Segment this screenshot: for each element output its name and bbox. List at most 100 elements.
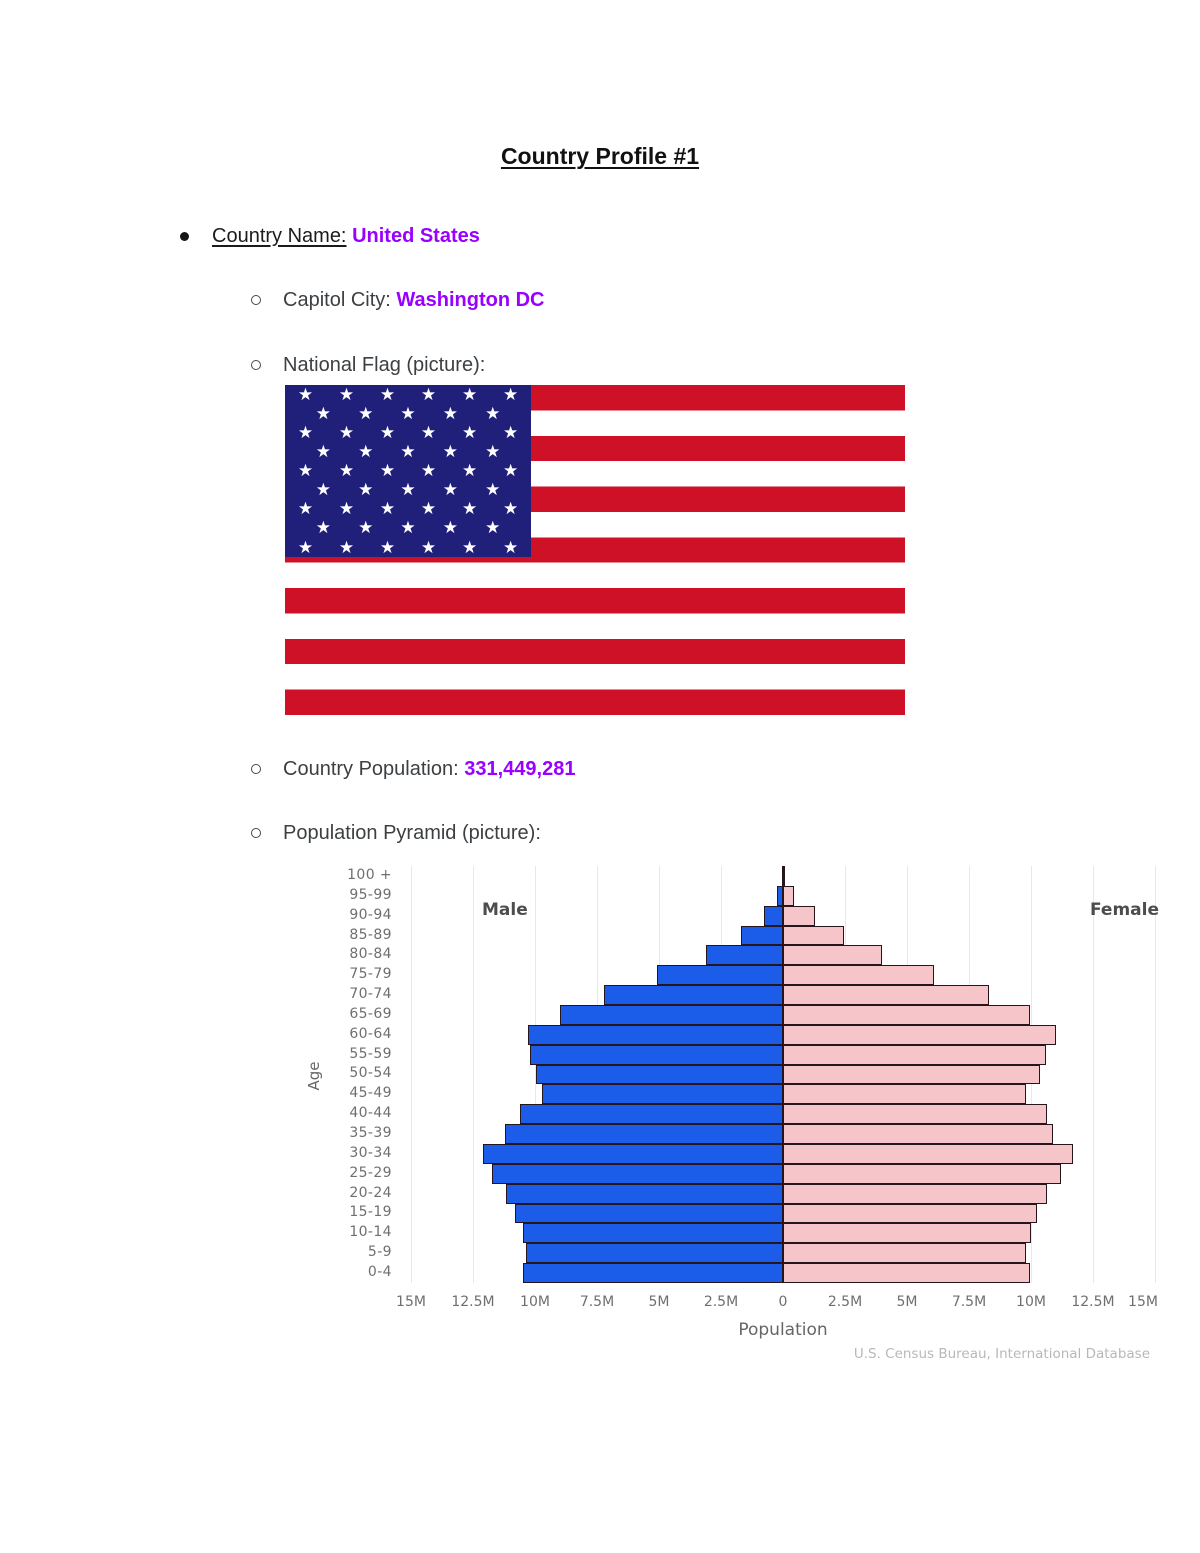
age-label: 55-59 — [349, 1045, 392, 1062]
star-row: ★ ★ ★ ★ ★ — [285, 442, 531, 461]
male-series-label: Male — [482, 900, 528, 920]
star-icon: ★ — [358, 518, 374, 538]
female-bar-65-69 — [783, 1005, 1030, 1025]
star-icon: ★ — [338, 385, 355, 405]
x-tick-label: 7.5M — [579, 1294, 615, 1310]
male-bar-15-19 — [515, 1203, 783, 1224]
star-row: ★ ★ ★ ★ ★ ★ — [285, 538, 531, 557]
star-icon: ★ — [338, 537, 355, 557]
x-tick-label: 15M — [1128, 1294, 1158, 1310]
star-icon: ★ — [297, 385, 314, 405]
age-labels: 100 + 95-99 90-94 85-89 80-84 75-79 70-74 65-69… — [300, 866, 392, 1283]
bullet-country-population: Country Population: 331,449,281 — [251, 757, 575, 781]
gridline — [1155, 866, 1156, 1283]
capitol-city-value: Washington DC — [396, 289, 545, 311]
age-label: 40-44 — [349, 1105, 392, 1122]
age-label: 0-4 — [367, 1263, 392, 1280]
x-axis-label: Population — [738, 1320, 828, 1340]
star-icon: ★ — [358, 480, 374, 500]
age-label: 25-29 — [349, 1164, 392, 1181]
age-label: 45-49 — [349, 1085, 392, 1102]
female-bar-95-99 — [783, 885, 795, 906]
male-bar-90-94 — [764, 905, 783, 926]
star-icon: ★ — [461, 385, 478, 405]
star-icon: ★ — [379, 423, 396, 443]
us-flag-image: ★ ★ ★ ★ ★ ★ ★ ★ ★ ★ ★ ★ ★ ★ ★ ★ ★ ★ ★ ★ ★ ★ ★ ★ ★ ★ ★ ★ ★ ★ ★ ★ ★ ★ ★ ★ ★ ★ ★ ★… — [285, 385, 905, 715]
star-icon: ★ — [502, 499, 519, 519]
age-label: 70-74 — [349, 986, 392, 1003]
x-tick-label: 10M — [1016, 1294, 1046, 1310]
bullet-country-name: Country Name: United States — [180, 224, 480, 248]
female-bar-50-54 — [783, 1064, 1040, 1085]
hollow-bullet-icon — [251, 295, 261, 305]
star-icon: ★ — [338, 461, 355, 481]
star-icon: ★ — [461, 423, 478, 443]
pyramid-plot — [411, 866, 1156, 1283]
star-row: ★ ★ ★ ★ ★ ★ — [285, 461, 531, 480]
age-label: 80-84 — [349, 946, 392, 963]
female-bar-75-79 — [783, 965, 935, 986]
y-axis-label: Age — [305, 1061, 323, 1091]
male-bar-65-69 — [559, 1005, 783, 1025]
male-bar-85-89 — [740, 925, 783, 946]
female-bar-5-9 — [783, 1243, 1027, 1264]
country-population-label: Country Population: — [283, 758, 459, 780]
flag-canton: ★ ★ ★ ★ ★ ★ ★ ★ ★ ★ ★ ★ ★ ★ ★ ★ ★ ★ ★ ★ ★ ★ ★ ★ ★ ★ ★ ★ ★ ★ ★ ★ ★ ★ ★ ★ ★ ★ ★ ★… — [285, 385, 532, 557]
female-bar-15-19 — [783, 1203, 1038, 1224]
star-icon: ★ — [297, 499, 314, 519]
x-tick-label: 12.5M — [1071, 1294, 1115, 1310]
filled-bullet-icon — [180, 232, 189, 241]
female-bar-30-34 — [783, 1144, 1074, 1164]
star-icon: ★ — [502, 461, 519, 481]
page-title: Country Profile #1 — [0, 143, 1200, 170]
gridline — [535, 866, 536, 1283]
female-bar-45-49 — [783, 1084, 1027, 1105]
star-icon: ★ — [315, 518, 331, 538]
chart-attribution: U.S. Census Bureau, International Databa… — [853, 1346, 1150, 1362]
star-icon: ★ — [502, 385, 519, 405]
male-bar-20-24 — [506, 1183, 783, 1204]
male-bar-55-59 — [530, 1044, 783, 1065]
female-bar-40-44 — [783, 1104, 1048, 1125]
star-icon: ★ — [297, 423, 314, 443]
female-bar-10-14 — [783, 1223, 1031, 1244]
star-icon: ★ — [400, 518, 416, 538]
male-bar-70-74 — [604, 985, 783, 1005]
capitol-city-line: Capitol City: Washington DC — [283, 288, 545, 312]
star-icon: ★ — [297, 537, 314, 557]
male-bar-30-34 — [482, 1144, 783, 1164]
age-label: 15-19 — [349, 1204, 392, 1221]
age-label: 50-54 — [349, 1065, 392, 1082]
star-row: ★ ★ ★ ★ ★ — [285, 480, 531, 499]
star-icon: ★ — [420, 537, 437, 557]
male-bar-95-99 — [776, 885, 783, 906]
x-ticks: 15M 12.5M 10M 7.5M 5M 2.5M 0 2.5M 5M 7.5M 10M 12.5M… — [396, 1294, 1158, 1314]
x-tick-label: 0 — [778, 1294, 788, 1310]
x-tick-label: 12.5M — [451, 1294, 495, 1310]
star-row: ★ ★ ★ ★ ★ ★ — [285, 423, 531, 442]
star-icon: ★ — [358, 442, 374, 462]
star-icon: ★ — [379, 537, 396, 557]
male-bar-50-54 — [536, 1064, 783, 1085]
star-icon: ★ — [420, 499, 437, 519]
country-population-line: Country Population: 331,449,281 — [283, 757, 575, 781]
star-icon: ★ — [442, 518, 458, 538]
male-bar-60-64 — [527, 1024, 783, 1045]
male-bar-5-9 — [526, 1243, 783, 1264]
population-pyramid-label: Population Pyramid (picture): — [283, 822, 541, 844]
age-label: 65-69 — [349, 1005, 392, 1022]
bullet-population-pyramid: Population Pyramid (picture): — [251, 821, 541, 845]
age-label: 85-89 — [349, 926, 392, 943]
star-icon: ★ — [338, 423, 355, 443]
age-label: 95-99 — [349, 886, 392, 903]
star-row: ★ ★ ★ ★ ★ ★ — [285, 499, 531, 518]
male-bar-45-49 — [542, 1084, 783, 1105]
male-bar-0-4 — [522, 1263, 783, 1283]
gridline — [473, 866, 474, 1283]
age-label: 20-24 — [349, 1184, 392, 1201]
star-icon: ★ — [442, 442, 458, 462]
age-label: 100 + — [347, 867, 392, 883]
star-icon: ★ — [420, 461, 437, 481]
star-icon: ★ — [420, 385, 437, 405]
male-bar-80-84 — [706, 945, 783, 966]
